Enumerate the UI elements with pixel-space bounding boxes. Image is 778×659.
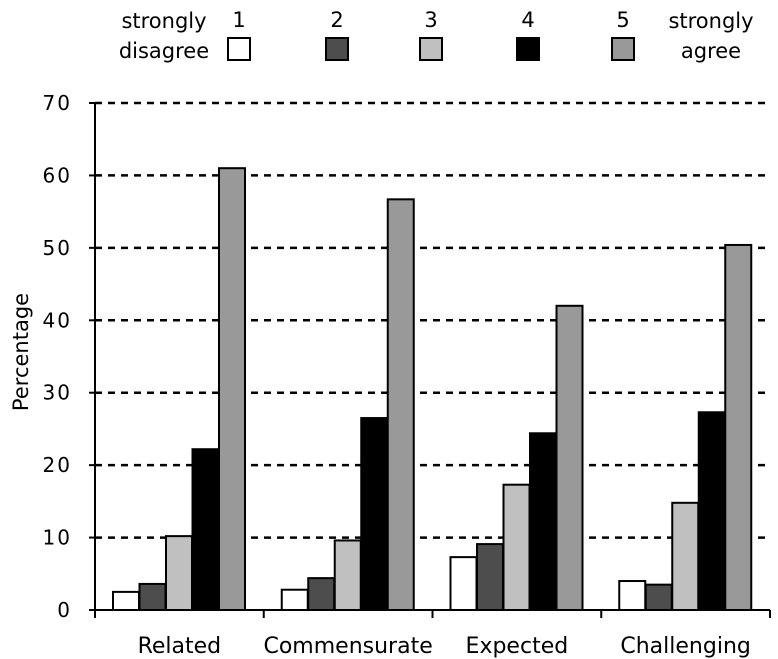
bar	[644, 583, 673, 612]
y-tick-label: 10	[43, 526, 72, 550]
legend-right-label: agree	[681, 39, 741, 63]
legend-swatch	[611, 37, 635, 61]
legend-series-label: 5	[616, 8, 629, 32]
y-tick-label: 50	[43, 236, 72, 260]
legend-swatch	[227, 37, 251, 61]
bar	[555, 304, 584, 611]
bar	[724, 243, 753, 612]
legend-series-label: 1	[232, 8, 245, 32]
legend-left-label: strongly	[121, 9, 206, 33]
bar	[671, 501, 700, 612]
bar	[191, 448, 220, 611]
bar	[333, 539, 362, 611]
bar	[112, 590, 140, 612]
y-tick-label: 40	[43, 308, 72, 332]
bar	[618, 580, 647, 611]
bar	[476, 543, 504, 612]
legend-swatch	[325, 37, 349, 61]
bar	[218, 167, 246, 612]
legend-series-label: 3	[424, 8, 437, 32]
gridlines	[95, 101, 770, 539]
bar	[449, 556, 478, 611]
bar	[138, 582, 167, 612]
legend-swatch	[419, 37, 443, 61]
bar	[386, 198, 415, 612]
bar	[697, 411, 726, 611]
x-category-label: Challenging	[620, 634, 750, 659]
y-tick-label: 70	[43, 91, 72, 115]
bar	[529, 432, 557, 611]
legend-swatch	[516, 37, 540, 61]
axes: 0 10 20 30 40 50 60 70 Related Commensurate Expect…	[43, 91, 771, 659]
bar	[360, 417, 389, 612]
legend-series-label: 2	[330, 8, 343, 32]
y-tick-label: 60	[43, 163, 72, 187]
x-category-label: Commensurate	[263, 634, 432, 659]
y-tick-label: 0	[57, 598, 72, 622]
legend-series-label: 4	[521, 8, 534, 32]
bar	[307, 577, 336, 611]
x-category-label: Related	[138, 634, 222, 659]
y-tick-label: 20	[43, 453, 72, 477]
bar	[502, 483, 531, 612]
y-tick-label: 30	[43, 381, 72, 405]
x-category-label: Expected	[466, 634, 569, 659]
legend-right-label: strongly	[668, 9, 753, 33]
legend: strongly disagree strongly agree 1 2 3 4 5	[119, 8, 754, 63]
legend-left-label: disagree	[119, 39, 209, 63]
bars	[112, 167, 753, 612]
bar	[280, 588, 309, 611]
y-axis-title: Percentage	[9, 293, 33, 411]
bar	[165, 535, 193, 612]
